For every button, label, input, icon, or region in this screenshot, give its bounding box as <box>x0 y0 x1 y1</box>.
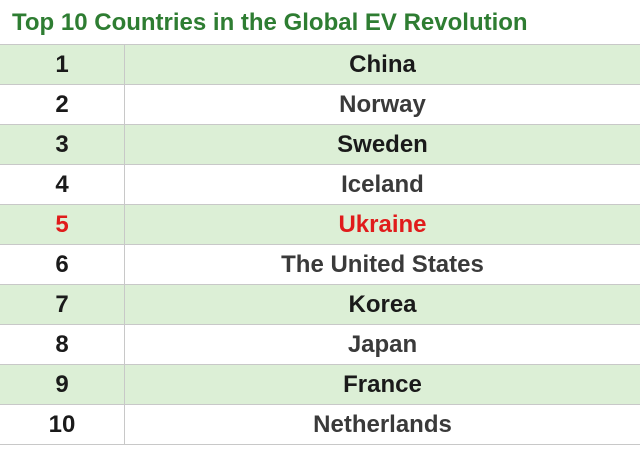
rank-cell: 10 <box>0 404 125 445</box>
country-cell: Netherlands <box>124 404 640 445</box>
country-cell: Iceland <box>124 164 640 205</box>
country-cell: Japan <box>124 324 640 365</box>
table-row: 4 Iceland <box>0 164 640 205</box>
table-row-highlighted: 5 Ukraine <box>0 204 640 245</box>
table-title: Top 10 Countries in the Global EV Revolu… <box>12 9 528 36</box>
ranking-table: 1 China 2 Norway 3 Sweden 4 Iceland 5 Uk… <box>0 44 640 445</box>
rank-cell: 7 <box>0 284 125 325</box>
table-row: 7 Korea <box>0 284 640 325</box>
rank-cell: 6 <box>0 244 125 285</box>
rank-cell: 8 <box>0 324 125 365</box>
country-cell: Ukraine <box>124 204 640 245</box>
country-cell: Korea <box>124 284 640 325</box>
table-row: 10 Netherlands <box>0 404 640 445</box>
rank-cell: 9 <box>0 364 125 405</box>
country-cell: China <box>124 44 640 85</box>
table-row: 3 Sweden <box>0 124 640 165</box>
country-cell: The United States <box>124 244 640 285</box>
table-row: 9 France <box>0 364 640 405</box>
country-cell: Norway <box>124 84 640 125</box>
country-cell: France <box>124 364 640 405</box>
rank-cell: 4 <box>0 164 125 205</box>
table-row: 2 Norway <box>0 84 640 125</box>
table-row: 8 Japan <box>0 324 640 365</box>
rank-cell: 5 <box>0 204 125 245</box>
rank-cell: 2 <box>0 84 125 125</box>
table-row: 6 The United States <box>0 244 640 285</box>
rank-cell: 1 <box>0 44 125 85</box>
table-row: 1 China <box>0 44 640 85</box>
rank-cell: 3 <box>0 124 125 165</box>
country-cell: Sweden <box>124 124 640 165</box>
